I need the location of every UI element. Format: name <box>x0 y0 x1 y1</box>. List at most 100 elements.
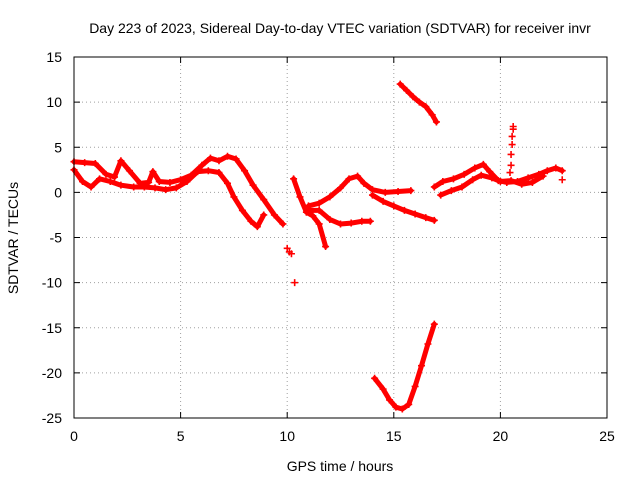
grid-layer <box>74 57 607 418</box>
data-point <box>509 125 517 133</box>
data-point <box>305 206 313 214</box>
y-tick-label: -5 <box>50 230 63 246</box>
data-point <box>386 396 394 404</box>
data-point <box>140 183 148 191</box>
series-trail <box>372 321 437 412</box>
data-point <box>224 179 232 187</box>
x-tick-label: 20 <box>493 428 509 444</box>
data-point <box>149 168 157 176</box>
data-point <box>409 93 417 101</box>
data-point <box>394 187 402 195</box>
data-point <box>322 243 330 251</box>
data-point <box>411 210 419 218</box>
data-point <box>91 159 99 167</box>
data-point <box>430 216 438 224</box>
x-tick-label: 5 <box>177 428 185 444</box>
data-point <box>283 244 291 252</box>
data-point <box>396 80 404 88</box>
data-point <box>507 150 515 158</box>
data-point <box>439 178 447 186</box>
data-point <box>287 250 295 258</box>
data-point <box>172 184 180 192</box>
data-point <box>247 217 255 225</box>
series-trail <box>291 176 329 249</box>
data-point <box>260 211 268 219</box>
data-point <box>428 111 436 119</box>
data-point <box>430 320 438 328</box>
data-point <box>479 160 487 168</box>
data-point <box>398 405 406 413</box>
series-low-arc <box>371 320 438 413</box>
data-point <box>422 214 430 222</box>
data-point <box>469 176 477 184</box>
y-tick-label: 10 <box>46 94 62 110</box>
data-point <box>458 183 466 191</box>
data-point <box>403 86 411 94</box>
data-point <box>238 206 246 214</box>
data-point <box>204 167 212 175</box>
chart-title: Day 223 of 2023, Sidereal Day-to-day VTE… <box>89 20 591 36</box>
data-point <box>309 212 317 220</box>
data-point <box>241 167 249 175</box>
data-point <box>198 161 206 169</box>
y-tick-label: -10 <box>42 275 62 291</box>
data-point <box>326 193 334 201</box>
data-point <box>507 177 515 185</box>
y-tick-label: -20 <box>42 365 62 381</box>
data-point <box>337 220 344 228</box>
data-point <box>506 169 514 177</box>
data-point <box>253 223 261 231</box>
data-point <box>166 178 174 186</box>
data-point <box>315 220 323 228</box>
data-point <box>270 211 278 219</box>
tick-layer: 0 5 10 15 20 25 -25 -20 -15 -10 -5 0 5 10 15 <box>42 49 615 444</box>
y-tick-label: 5 <box>54 139 62 155</box>
data-point <box>326 215 334 223</box>
data-point <box>371 374 379 382</box>
data-point <box>507 161 515 169</box>
series-isolated-points <box>283 122 566 287</box>
data-point <box>183 178 191 186</box>
y-axis-label: SDTVAR / TECUs <box>5 182 21 294</box>
data-point <box>392 403 400 411</box>
data-point <box>496 178 504 186</box>
data-layer <box>70 80 566 413</box>
data-point <box>437 191 445 199</box>
series-mid-track-C <box>305 206 374 228</box>
data-point <box>539 172 547 180</box>
data-point <box>151 184 159 192</box>
data-point <box>315 206 323 214</box>
y-tick-label: 0 <box>54 184 62 200</box>
data-point <box>432 118 440 126</box>
series-mid-track-A <box>290 175 330 251</box>
data-point <box>249 181 257 189</box>
data-point <box>102 170 110 178</box>
data-point <box>558 176 566 184</box>
data-point <box>558 167 566 175</box>
data-point <box>477 171 485 179</box>
data-point <box>379 197 387 205</box>
data-point <box>508 132 516 140</box>
x-tick-label: 0 <box>70 428 78 444</box>
data-point <box>117 157 125 165</box>
data-point <box>111 173 119 181</box>
data-point <box>117 181 125 189</box>
data-point <box>354 172 362 180</box>
y-tick-label: 15 <box>46 49 62 65</box>
data-point <box>524 174 532 182</box>
data-point <box>552 164 560 172</box>
data-point <box>345 175 353 183</box>
data-point <box>411 382 419 390</box>
data-point <box>430 183 438 191</box>
data-point <box>81 159 89 167</box>
data-point <box>232 155 240 163</box>
data-point <box>290 175 298 183</box>
data-point <box>407 187 415 195</box>
data-point <box>155 178 163 186</box>
data-point <box>418 362 426 370</box>
x-tick-label: 15 <box>386 428 402 444</box>
data-point <box>224 152 232 160</box>
y-tick-label: -25 <box>42 410 62 426</box>
data-point <box>315 199 323 207</box>
